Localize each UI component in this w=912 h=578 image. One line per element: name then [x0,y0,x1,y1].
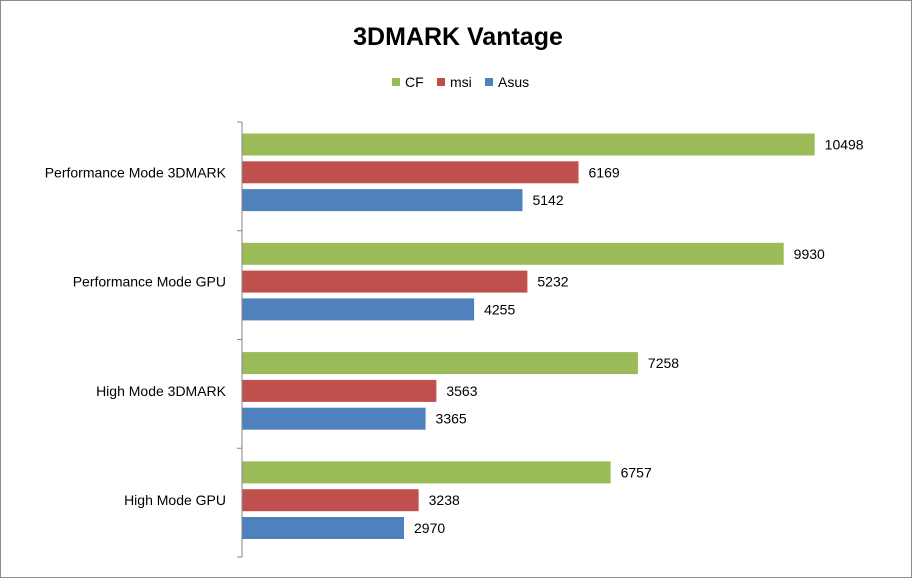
legend: CF msi Asus [392,74,529,90]
data-label-high-mode-gpu-asus: 2970 [414,520,445,536]
bar-high-mode-gpu-cf [242,461,611,484]
legend-swatch-msi [437,78,445,86]
legend-label-msi: msi [450,74,472,90]
data-label-performance-mode-gpu-cf: 9930 [794,246,825,262]
bar-high-mode-gpu-asus [242,517,405,539]
legend-label-cf: CF [405,74,424,90]
data-label-performance-mode-3dmark-cf: 10498 [825,137,864,153]
legend-swatch-cf [392,78,400,86]
data-label-high-mode-3dmark-asus: 3365 [436,411,467,427]
bar-high-mode-3dmark-cf [242,352,638,375]
bar-performance-mode-gpu-cf [242,242,784,265]
bar-high-mode-gpu-msi [242,489,419,512]
bar-high-mode-3dmark-msi [242,379,437,402]
category-label-performance-mode-gpu: Performance Mode GPU [73,274,226,290]
data-label-high-mode-3dmark-msi: 3563 [446,383,477,399]
legend-label-asus: Asus [498,74,529,90]
category-label-high-mode-gpu: High Mode GPU [124,492,226,508]
data-label-high-mode-gpu-msi: 3238 [429,492,460,508]
bar-high-mode-3dmark-asus [242,407,426,430]
chart-title: 3DMARK Vantage [353,23,563,51]
bar-performance-mode-3dmark-asus [242,189,523,212]
data-label-performance-mode-3dmark-asus: 5142 [532,192,563,208]
category-label-high-mode-3dmark: High Mode 3DMARK [96,383,227,399]
data-label-high-mode-3dmark-cf: 7258 [648,355,679,371]
bar-performance-mode-gpu-msi [242,270,528,293]
plot-area: 10498 6169 5142 Performance Mode 3DMARK 9930… [45,121,864,558]
data-label-performance-mode-3dmark-msi: 6169 [589,164,620,180]
data-label-performance-mode-gpu-asus: 4255 [484,301,515,317]
bar-performance-mode-3dmark-cf [242,133,815,156]
category-label-performance-mode-3dmark: Performance Mode 3DMARK [45,164,227,180]
bar-performance-mode-gpu-asus [242,298,475,321]
data-label-performance-mode-gpu-msi: 5232 [537,274,568,290]
legend-swatch-asus [485,78,493,86]
bar-performance-mode-3dmark-msi [242,161,579,184]
data-label-high-mode-gpu-cf: 6757 [621,464,652,480]
